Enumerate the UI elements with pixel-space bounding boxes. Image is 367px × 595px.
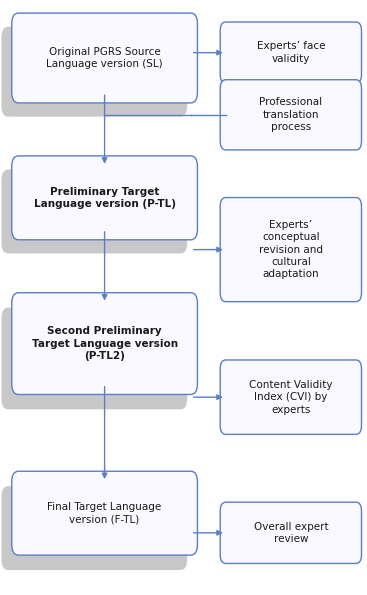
FancyBboxPatch shape — [12, 13, 197, 103]
FancyBboxPatch shape — [12, 471, 197, 555]
Text: Final Target Language
version (F-TL): Final Target Language version (F-TL) — [47, 502, 162, 524]
FancyBboxPatch shape — [220, 360, 361, 434]
Text: Experts’ face
validity: Experts’ face validity — [257, 42, 325, 64]
Text: Experts’
conceptual
revision and
cultural
adaptation: Experts’ conceptual revision and cultura… — [259, 220, 323, 280]
Text: Preliminary Target
Language version (P-TL): Preliminary Target Language version (P-T… — [34, 187, 175, 209]
FancyBboxPatch shape — [220, 198, 361, 302]
Text: Professional
translation
process: Professional translation process — [259, 98, 323, 132]
Text: Original PGRS Source
Language version (SL): Original PGRS Source Language version (S… — [46, 47, 163, 69]
FancyBboxPatch shape — [1, 170, 187, 253]
Text: Content Validity
Index (CVI) by
experts: Content Validity Index (CVI) by experts — [249, 380, 333, 415]
FancyBboxPatch shape — [220, 80, 361, 150]
FancyBboxPatch shape — [220, 22, 361, 83]
Text: Second Preliminary
Target Language version
(P-TL2): Second Preliminary Target Language versi… — [32, 326, 178, 361]
FancyBboxPatch shape — [1, 27, 187, 117]
FancyBboxPatch shape — [12, 156, 197, 240]
FancyBboxPatch shape — [1, 486, 187, 570]
Text: Overall expert
review: Overall expert review — [254, 522, 328, 544]
FancyBboxPatch shape — [12, 293, 197, 394]
FancyBboxPatch shape — [1, 308, 187, 409]
FancyBboxPatch shape — [220, 502, 361, 563]
